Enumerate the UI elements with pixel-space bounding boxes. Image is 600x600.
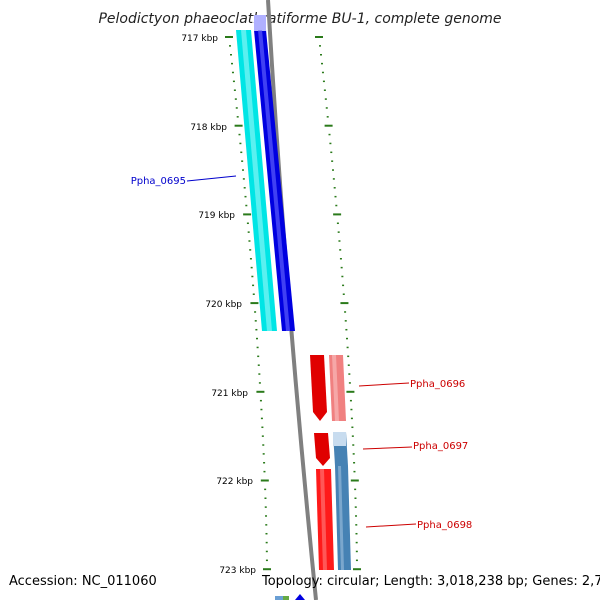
- gene-ppha-0695-leader: [186, 175, 237, 182]
- kbp-scale-labels: 717 kbp 718 kbp 719 kbp 720 kbp 721 kbp …: [181, 34, 256, 576]
- kbp-label-720: 720 kbp: [205, 300, 242, 310]
- kbp-label-723: 723 kbp: [219, 566, 256, 576]
- genome-title: Pelodictyon phaeoclathratiforme BU-1, co…: [98, 11, 501, 27]
- outer-scale-ticks: [315, 36, 361, 571]
- gene-ppha-0698-blue-highlight: [338, 466, 344, 570]
- gene-ppha-0698[interactable]: [316, 466, 351, 570]
- kbp-label-721: 721 kbp: [211, 389, 248, 399]
- gene-ppha-0695[interactable]: [236, 15, 295, 331]
- gene-ppha-0696[interactable]: [310, 355, 346, 421]
- legend-chips: [275, 594, 305, 600]
- gene-ppha-0696-pink-highlight: [332, 355, 339, 421]
- kbp-label-722: 722 kbp: [216, 477, 253, 487]
- gene-ppha-0696-label[interactable]: Ppha_0696: [410, 379, 465, 390]
- gene-ppha-0696-leader: [358, 382, 410, 387]
- gene-ppha-0695-blue-cap: [254, 15, 266, 31]
- gene-ppha-0695-cyan-highlight: [241, 30, 272, 331]
- topology-text: Topology: circular; Length: 3,018,238 bp…: [262, 574, 600, 589]
- gene-ppha-0698-red-highlight: [320, 469, 327, 570]
- gene-ppha-0698-leader: [365, 523, 417, 528]
- legend-chip-arrow: [295, 594, 305, 600]
- gene-ppha-0697-label[interactable]: Ppha_0697: [413, 441, 468, 452]
- gene-ppha-0696-red-arrow[interactable]: [310, 355, 327, 421]
- gene-ppha-0697-blue-cap: [333, 432, 346, 446]
- kbp-label-717: 717 kbp: [181, 34, 218, 44]
- gene-ppha-0695-label[interactable]: Ppha_0695: [131, 176, 186, 187]
- gene-ppha-0697-leader: [362, 446, 413, 450]
- gene-ppha-0698-label[interactable]: Ppha_0698: [417, 520, 472, 531]
- gene-ppha-0695-blue-highlight: [258, 30, 290, 331]
- gene-ppha-0697-red-arrow[interactable]: [314, 433, 330, 466]
- kbp-label-719: 719 kbp: [198, 211, 235, 221]
- legend-chip-blue: [275, 596, 283, 600]
- kbp-label-718: 718 kbp: [190, 123, 227, 133]
- accession-text: Accession: NC_011060: [9, 574, 157, 589]
- gene-ppha-0697[interactable]: [314, 432, 348, 466]
- legend-chip-green: [283, 596, 289, 600]
- inner-scale-ticks: [225, 36, 271, 571]
